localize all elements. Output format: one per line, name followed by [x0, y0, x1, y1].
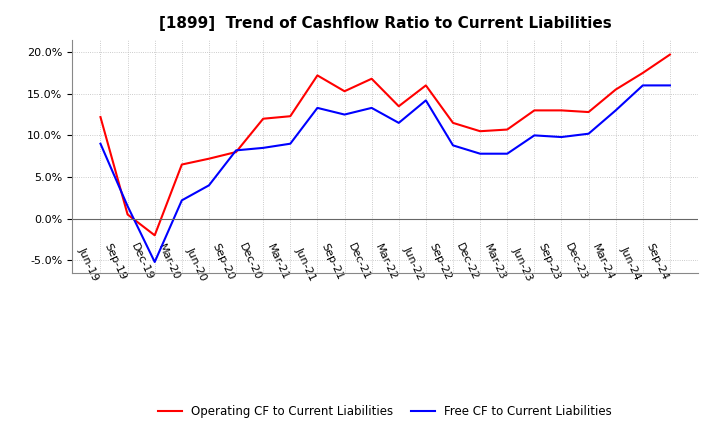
- Operating CF to Current Liabilities: [96, 114, 105, 120]
- Free CF to Current Liabilities: [96, 141, 105, 147]
- Free CF to Current Liabilities: [557, 134, 566, 139]
- Operating CF to Current Liabilities: [639, 70, 647, 76]
- Free CF to Current Liabilities: [584, 131, 593, 136]
- Free CF to Current Liabilities: [665, 83, 674, 88]
- Free CF to Current Liabilities: [150, 259, 159, 264]
- Operating CF to Current Liabilities: [341, 88, 349, 94]
- Operating CF to Current Liabilities: [286, 114, 294, 119]
- Free CF to Current Liabilities: [530, 133, 539, 138]
- Free CF to Current Liabilities: [449, 143, 457, 148]
- Operating CF to Current Liabilities: [503, 127, 511, 132]
- Free CF to Current Liabilities: [341, 112, 349, 117]
- Operating CF to Current Liabilities: [313, 73, 322, 78]
- Free CF to Current Liabilities: [476, 151, 485, 156]
- Free CF to Current Liabilities: [367, 105, 376, 110]
- Title: [1899]  Trend of Cashflow Ratio to Current Liabilities: [1899] Trend of Cashflow Ratio to Curren…: [159, 16, 611, 32]
- Free CF to Current Liabilities: [123, 204, 132, 209]
- Operating CF to Current Liabilities: [449, 120, 457, 125]
- Operating CF to Current Liabilities: [665, 52, 674, 57]
- Free CF to Current Liabilities: [259, 145, 268, 150]
- Free CF to Current Liabilities: [286, 141, 294, 147]
- Operating CF to Current Liabilities: [123, 212, 132, 217]
- Operating CF to Current Liabilities: [395, 103, 403, 109]
- Free CF to Current Liabilities: [421, 98, 430, 103]
- Free CF to Current Liabilities: [178, 198, 186, 203]
- Free CF to Current Liabilities: [639, 83, 647, 88]
- Free CF to Current Liabilities: [395, 120, 403, 125]
- Free CF to Current Liabilities: [503, 151, 511, 156]
- Operating CF to Current Liabilities: [178, 162, 186, 167]
- Free CF to Current Liabilities: [232, 148, 240, 153]
- Free CF to Current Liabilities: [611, 108, 620, 113]
- Operating CF to Current Liabilities: [259, 116, 268, 121]
- Operating CF to Current Liabilities: [367, 76, 376, 81]
- Operating CF to Current Liabilities: [476, 128, 485, 134]
- Legend: Operating CF to Current Liabilities, Free CF to Current Liabilities: Operating CF to Current Liabilities, Fre…: [153, 400, 617, 422]
- Operating CF to Current Liabilities: [150, 233, 159, 238]
- Operating CF to Current Liabilities: [530, 108, 539, 113]
- Free CF to Current Liabilities: [204, 183, 213, 188]
- Operating CF to Current Liabilities: [557, 108, 566, 113]
- Line: Free CF to Current Liabilities: Free CF to Current Liabilities: [101, 85, 670, 262]
- Free CF to Current Liabilities: [313, 105, 322, 110]
- Operating CF to Current Liabilities: [204, 156, 213, 161]
- Operating CF to Current Liabilities: [584, 110, 593, 115]
- Line: Operating CF to Current Liabilities: Operating CF to Current Liabilities: [101, 55, 670, 235]
- Operating CF to Current Liabilities: [232, 150, 240, 155]
- Operating CF to Current Liabilities: [611, 87, 620, 92]
- Operating CF to Current Liabilities: [421, 83, 430, 88]
